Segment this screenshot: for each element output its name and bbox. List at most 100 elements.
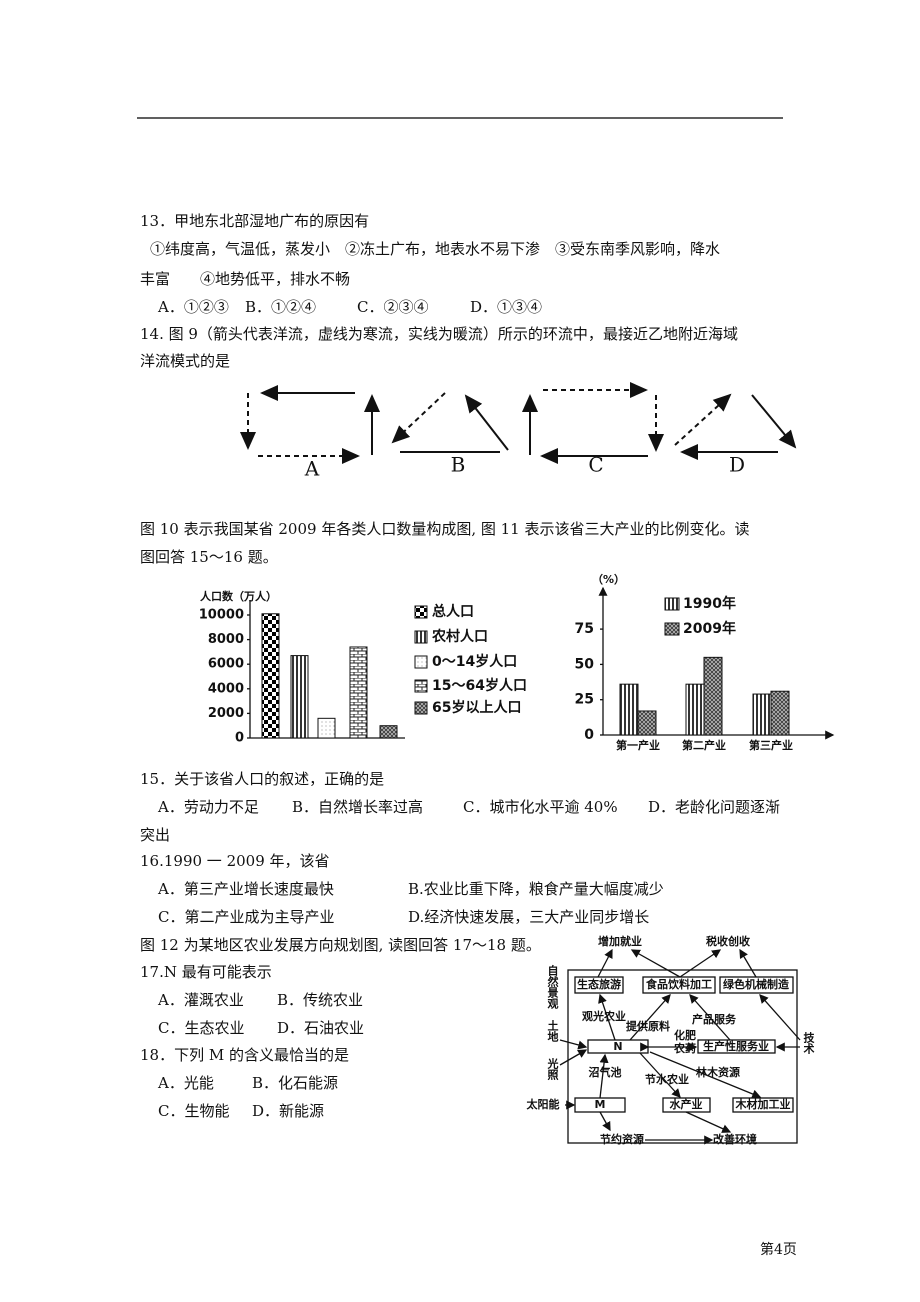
- diagram-label: 化肥: [674, 1028, 696, 1042]
- diagram-label: 食品饮料加工: [646, 977, 712, 991]
- bar: [703, 656, 723, 736]
- diagram-label: 生态旅游: [577, 977, 621, 991]
- bar: [637, 710, 657, 736]
- option: D．新能源: [252, 1102, 324, 1120]
- y-tick-label: 0: [584, 727, 594, 743]
- bar: [752, 693, 772, 736]
- y-tick-label: 10000: [199, 608, 244, 623]
- axis-title: 人口数（万人）: [200, 589, 277, 603]
- diagram-label: 光照: [546, 1057, 560, 1081]
- legend-label: 农村人口: [431, 628, 488, 645]
- legend-swatch: [414, 701, 428, 715]
- diagram-label: 农药: [673, 1041, 696, 1055]
- option: B．①②④: [245, 298, 316, 316]
- diagram-label: 提供原料: [626, 1019, 670, 1033]
- y-tick-label: 2000: [208, 706, 244, 721]
- y-tick-label: 0: [235, 731, 244, 746]
- diagram-label: 观光农业: [582, 1009, 626, 1023]
- legend-label: 65岁以上人口: [432, 699, 521, 716]
- page-number: 第4页: [760, 1241, 797, 1258]
- y-tick-label: 50: [575, 656, 595, 672]
- diagram-label: 沼气池: [589, 1065, 622, 1079]
- option: C．生物能: [158, 1102, 229, 1120]
- legend-label: 总人口: [432, 603, 474, 620]
- bar: [685, 683, 705, 736]
- figure-label: A: [304, 457, 320, 481]
- diagram-label: 土地: [546, 1019, 559, 1042]
- bar: [619, 683, 639, 736]
- x-tick-label: 第三产业: [749, 738, 793, 752]
- paragraph: 图 10 表示我国某省 2009 年各类人口数量构成图, 图 11 表示该省三大…: [140, 520, 750, 538]
- question-stem: 16.1990 一 2009 年，该省: [140, 852, 330, 870]
- x-tick-label: 第二产业: [682, 738, 726, 752]
- question-stem: 15．关于该省人口的叙述，正确的是: [140, 770, 384, 788]
- option: D．老龄化问题逐渐: [648, 798, 780, 816]
- diagram-label: 改善环境: [713, 1132, 757, 1146]
- diagram-label: N: [613, 1040, 622, 1053]
- option: C．第二产业成为主导产业: [158, 908, 334, 926]
- statement: 丰富 ④地势低平，排水不畅: [140, 270, 350, 288]
- option: B．传统农业: [277, 991, 363, 1009]
- diagram-label: 水产业: [670, 1097, 703, 1111]
- option: D．石油农业: [277, 1019, 364, 1037]
- diagram-label: 生产性服务业: [703, 1039, 769, 1053]
- bar: [290, 655, 309, 739]
- diagram-label: 产品服务: [692, 1012, 737, 1026]
- diagram-label: 节约资源: [600, 1132, 644, 1146]
- diagram-label: 技术: [802, 1031, 816, 1055]
- y-tick-label: 75: [575, 621, 594, 637]
- option: C．②③④: [357, 298, 428, 316]
- legend-swatch: [664, 622, 680, 636]
- question-stem: 14. 图 9（箭头代表洋流，虚线为寒流，实线为暖流）所示的环流中，最接近乙地附…: [140, 325, 738, 343]
- option: 突出: [140, 826, 170, 844]
- diagram-label: 增加就业: [598, 934, 642, 948]
- legend-swatch: [414, 605, 428, 619]
- figure-9: A B C D: [240, 382, 797, 481]
- question-stem: 18．下列 M 的含义最恰当的是: [140, 1046, 349, 1064]
- option: B.农业比重下降，粮食产量大幅度减少: [408, 880, 664, 898]
- bar: [261, 613, 280, 739]
- legend-label: 15～64岁人口: [432, 677, 527, 694]
- diagram-label: 绿色机械制造: [723, 977, 790, 991]
- option: B．自然增长率过高: [292, 798, 423, 816]
- paragraph: 图回答 15～16 题。: [140, 548, 278, 566]
- option: C．城市化水平逾 40%: [463, 798, 618, 816]
- y-tick-label: 6000: [208, 657, 244, 672]
- legend-label: 0～14岁人口: [432, 653, 517, 670]
- option: A．灌溉农业: [157, 991, 244, 1009]
- legend-swatch: [414, 630, 428, 644]
- diagram-label: 税收创收: [706, 934, 750, 948]
- diagram-label: 节水农业: [645, 1072, 689, 1086]
- diagram-label: 太阳能: [526, 1097, 560, 1111]
- option: A．①②③: [157, 298, 229, 316]
- y-tick-label: 25: [575, 692, 594, 708]
- legend-swatch: [664, 597, 680, 611]
- legend-label: 2009年: [683, 620, 736, 637]
- question-stem: 17.N 最有可能表示: [140, 963, 272, 981]
- x-tick-label: 第一产业: [616, 738, 660, 752]
- diagram-label: M: [595, 1098, 606, 1111]
- option: D.经济快速发展，三大产业同步增长: [408, 908, 649, 926]
- question-stem: 洋流模式的是: [140, 352, 230, 370]
- diagram-label: 木材加工业: [735, 1097, 791, 1111]
- figure-label: C: [588, 453, 603, 477]
- legend-swatch: [414, 655, 428, 669]
- y-tick-label: 4000: [208, 681, 244, 696]
- option: C．生态农业: [158, 1019, 244, 1037]
- option: A．光能: [157, 1074, 214, 1092]
- figure-label: B: [451, 453, 466, 477]
- figure-label: D: [729, 453, 745, 477]
- y-tick-label: 8000: [208, 632, 244, 647]
- figure-11: （%） 0 25 50 75 第一产业 第二产业 第三产业 1990年 2009年: [575, 573, 835, 752]
- bar: [379, 725, 398, 739]
- bar: [770, 690, 790, 736]
- legend-swatch: [414, 679, 428, 693]
- diagram-label: 林木资源: [696, 1065, 740, 1079]
- option: D．①③④: [470, 298, 542, 316]
- option: B．化石能源: [252, 1074, 338, 1092]
- diagram-label: 自然景观: [546, 964, 560, 1010]
- question-stem: 13．甲地东北部湿地广布的原因有: [140, 212, 369, 230]
